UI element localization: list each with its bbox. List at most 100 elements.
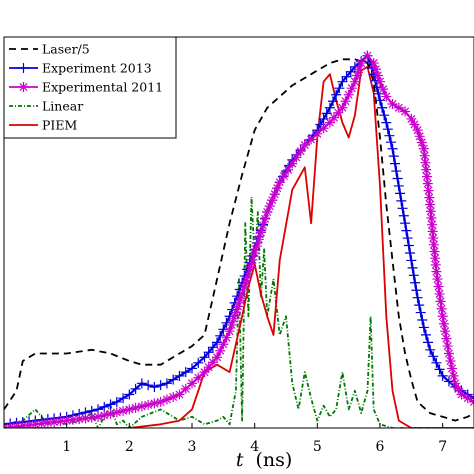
- data-point-experimental-2011: [368, 58, 379, 69]
- data-point-experiment-2013: [105, 399, 116, 410]
- data-point-experiment-2013: [425, 344, 436, 355]
- data-point-experimental-2011: [149, 398, 160, 409]
- data-point-experimental-2011: [168, 391, 179, 402]
- data-point-experiment-2013: [431, 357, 442, 368]
- data-point-experiment-2013: [428, 351, 439, 362]
- data-point-experimental-2011: [430, 259, 441, 270]
- data-point-experimental-2011: [193, 372, 204, 383]
- data-point-experimental-2011: [260, 213, 271, 224]
- series-laser-5: [4, 58, 474, 422]
- data-point-experimental-2011: [243, 268, 254, 279]
- x-tick-label: 5: [313, 439, 322, 455]
- data-point-experimental-2011: [258, 220, 269, 231]
- data-point-experimental-2011: [438, 318, 449, 329]
- data-point-experiment-2013: [371, 82, 382, 93]
- data-point-experimental-2011: [356, 58, 367, 69]
- series-linear: [4, 196, 474, 428]
- data-point-experimental-2011: [450, 378, 461, 389]
- data-point-experimental-2011: [333, 107, 344, 118]
- data-point-experiment-2013: [187, 363, 197, 374]
- plot-frame: [3, 36, 474, 429]
- data-point-experiment-2013: [423, 337, 434, 348]
- data-point-experimental-2011: [422, 171, 432, 182]
- data-point-experiment-2013: [410, 277, 421, 288]
- data-point-experiment-2013: [408, 270, 419, 281]
- data-point-experiment-2013: [377, 102, 388, 113]
- data-point-experimental-2011: [329, 112, 340, 123]
- data-point-experimental-2011: [343, 89, 354, 100]
- data-point-experiment-2013: [381, 117, 392, 128]
- data-point-experimental-2011: [274, 177, 285, 188]
- data-point-experimental-2011: [375, 76, 385, 87]
- data-point-experimental-2011: [269, 189, 280, 200]
- data-point-experimental-2011: [378, 84, 389, 95]
- data-point-experimental-2011: [143, 399, 154, 410]
- data-point-experimental-2011: [207, 357, 218, 368]
- data-point-experimental-2011: [318, 123, 329, 134]
- data-point-experiment-2013: [411, 285, 422, 296]
- data-point-experiment-2013: [385, 137, 396, 148]
- data-point-experimental-2011: [448, 370, 459, 381]
- data-point-experimental-2011: [400, 106, 411, 117]
- data-point-experimental-2011: [370, 64, 381, 75]
- data-point-experimental-2011: [272, 183, 283, 194]
- legend-label-experimental-2011: Experimental 2011: [42, 80, 163, 95]
- data-point-experimental-2011: [425, 206, 436, 217]
- data-point-experimental-2011: [299, 139, 310, 150]
- data-point-experimental-2011: [337, 102, 348, 113]
- data-point-experimental-2011: [278, 171, 289, 182]
- data-point-experimental-2011: [230, 307, 241, 318]
- data-point-experimental-2011: [447, 363, 458, 374]
- data-point-experimental-2011: [324, 117, 335, 128]
- data-point-experiment-2013: [379, 110, 390, 121]
- data-point-experimental-2011: [424, 192, 435, 203]
- data-point-experiment-2013: [407, 262, 418, 273]
- data-point-experimental-2011: [105, 408, 116, 419]
- data-point-experimental-2011: [215, 345, 226, 356]
- data-point-experimental-2011: [212, 352, 223, 363]
- data-point-experimental-2011: [412, 125, 423, 136]
- data-point-experiment-2013: [207, 342, 218, 353]
- data-point-experiment-2013: [111, 396, 122, 407]
- data-point-experimental-2011: [436, 303, 447, 314]
- data-point-experimental-2011: [228, 313, 239, 324]
- data-point-experimental-2011: [17, 420, 28, 428]
- data-point-experimental-2011: [434, 288, 445, 299]
- data-point-experiment-2013: [161, 378, 172, 389]
- data-point-experimental-2011: [174, 389, 185, 400]
- data-point-experimental-2011: [427, 219, 438, 230]
- data-point-experimental-2011: [432, 274, 443, 285]
- data-point-experiment-2013: [412, 292, 423, 303]
- data-point-experiment-2013: [402, 233, 413, 244]
- data-point-experiment-2013: [414, 300, 425, 311]
- data-point-experiment-2013: [149, 382, 160, 393]
- data-point-experiment-2013: [437, 370, 448, 381]
- data-point-experiment-2013: [390, 158, 401, 169]
- data-point-experiment-2013: [218, 324, 229, 335]
- data-point-experimental-2011: [441, 333, 452, 344]
- data-point-experiment-2013: [212, 337, 223, 348]
- data-point-experimental-2011: [428, 233, 439, 244]
- data-point-experimental-2011: [340, 96, 351, 107]
- data-point-experiment-2013: [341, 71, 352, 82]
- data-point-experimental-2011: [24, 420, 35, 428]
- data-point-experimental-2011: [421, 164, 432, 175]
- series-experimental-2011: [4, 50, 474, 428]
- data-point-experimental-2011: [418, 143, 429, 154]
- data-point-experiment-2013: [328, 96, 338, 107]
- data-point-experimental-2011: [111, 407, 122, 418]
- data-point-experiment-2013: [398, 210, 409, 221]
- data-point-experimental-2011: [237, 288, 248, 299]
- legend: Laser/5 Experiment 2013 Experimental 2011 L…: [3, 36, 177, 139]
- x-tick-label: 6: [376, 439, 385, 455]
- data-point-experimental-2011: [423, 185, 434, 196]
- data-point-experimental-2011: [130, 402, 141, 413]
- data-point-experimental-2011: [287, 158, 298, 169]
- data-point-experimental-2011: [224, 326, 235, 337]
- data-point-experimental-2011: [352, 70, 363, 81]
- data-point-experiment-2013: [321, 108, 332, 119]
- data-point-experiment-2013: [168, 374, 179, 385]
- legend-marker-experiment-2013: [18, 63, 29, 73]
- data-point-experimental-2011: [253, 234, 264, 245]
- data-point-experiment-2013: [418, 322, 429, 333]
